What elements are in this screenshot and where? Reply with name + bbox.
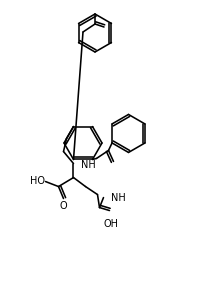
Text: OH: OH xyxy=(104,219,119,229)
Text: NH: NH xyxy=(111,193,126,203)
Text: HO: HO xyxy=(30,176,45,186)
Text: NH: NH xyxy=(81,160,96,170)
Text: O: O xyxy=(60,201,67,211)
